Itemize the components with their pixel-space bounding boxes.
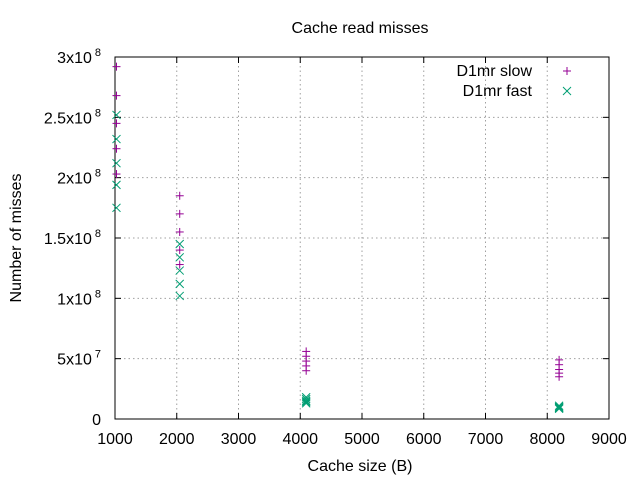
- x-tick-label: 8000: [529, 431, 565, 448]
- data-point-x: [112, 180, 121, 190]
- x-tick-label: 2000: [159, 431, 195, 448]
- data-point-plus: [175, 191, 184, 200]
- x-axis-label: Cache size (B): [308, 458, 413, 475]
- y-tick-label: 0: [92, 412, 101, 429]
- data-point-plus: [112, 91, 121, 100]
- data-point-x: [175, 291, 185, 301]
- data-point-plus: [175, 209, 184, 218]
- data-point-x: [112, 134, 121, 144]
- chart-title: Cache read misses: [292, 20, 429, 37]
- data-point-plus: [175, 227, 184, 236]
- y-tick-labels: 0 5x10 7 1x10 8 1.5x10 8 2x10 8 2.5x10 8 3x10 8: [44, 47, 101, 429]
- data-point-plus: [112, 62, 121, 71]
- legend: D1mr slow D1mr fast: [456, 63, 572, 100]
- axis-ticks: [114, 56, 610, 420]
- y-tick-label: 1x10 8: [57, 288, 101, 308]
- data-point-x: [301, 397, 311, 407]
- data-point-x: [175, 252, 185, 262]
- data-point-plus: [112, 170, 121, 179]
- legend-label-slow: D1mr slow: [456, 63, 532, 80]
- data-points: [112, 62, 564, 414]
- data-point-x: [175, 279, 185, 289]
- y-axis-label: Number of misses: [8, 174, 25, 303]
- data-point-x: [112, 158, 121, 168]
- x-tick-label: 6000: [406, 431, 442, 448]
- data-point-x: [112, 203, 121, 213]
- data-point-x: [112, 110, 121, 120]
- data-point-plus: [555, 372, 564, 381]
- data-point-plus: [302, 366, 311, 375]
- data-point-plus: [175, 260, 184, 269]
- grid: [115, 57, 609, 419]
- legend-marker-slow: [563, 67, 571, 75]
- x-tick-label: 5000: [344, 431, 380, 448]
- legend-marker-fast: [562, 86, 572, 96]
- data-point-x: [301, 394, 311, 404]
- data-point-x: [301, 398, 311, 408]
- data-point-x: [554, 401, 564, 411]
- x-tick-label: 1000: [97, 431, 133, 448]
- data-point-plus: [175, 246, 184, 255]
- x-tick-label: 9000: [591, 431, 627, 448]
- y-tick-label: 1.5x10 8: [44, 228, 101, 248]
- x-tick-label: 7000: [468, 431, 504, 448]
- y-tick-label: 2x10 8: [57, 168, 101, 188]
- legend-label-fast: D1mr fast: [463, 83, 533, 100]
- data-point-x: [175, 239, 185, 249]
- data-point-x: [175, 266, 185, 275]
- data-point-plus: [112, 119, 121, 128]
- data-point-x: [554, 404, 564, 414]
- x-tick-labels: 1000 2000 3000 4000 5000 6000 7000 8000 9000: [97, 431, 627, 448]
- data-point-plus: [112, 144, 121, 153]
- y-tick-label: 5x10 7: [57, 349, 101, 369]
- x-tick-label: 4000: [282, 431, 318, 448]
- x-tick-label: 3000: [221, 431, 257, 448]
- y-tick-label: 2.5x10 8: [44, 107, 101, 127]
- y-tick-label: 3x10 8: [57, 47, 101, 67]
- data-point-x: [301, 396, 311, 406]
